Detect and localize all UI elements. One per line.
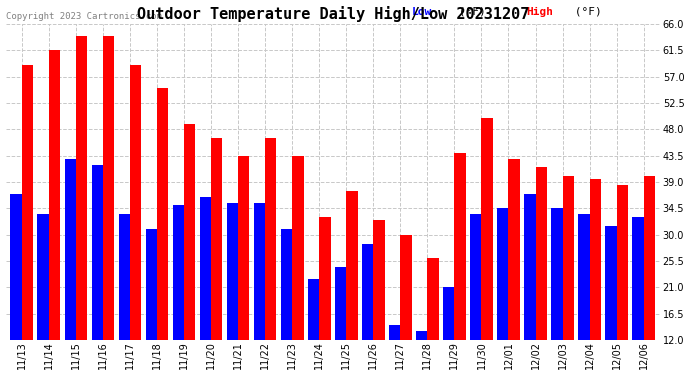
Bar [562,176,574,340]
Text: (°F): (°F) [452,7,486,17]
Bar [443,287,455,340]
Bar [10,194,22,340]
Bar [346,191,357,340]
Bar [227,202,238,340]
Bar [308,279,319,340]
Bar [184,124,195,340]
Bar [644,176,655,340]
Bar [632,217,644,340]
Bar [551,209,562,340]
Bar [578,214,590,340]
Bar [37,214,49,340]
Bar [64,159,76,340]
Title: Outdoor Temperature Daily High/Low 20231207: Outdoor Temperature Daily High/Low 20231… [137,6,529,21]
Text: Copyright 2023 Cartronics.com: Copyright 2023 Cartronics.com [6,12,161,21]
Bar [470,214,482,340]
Bar [455,153,466,340]
Bar [389,326,400,340]
Bar [254,202,265,340]
Bar [130,65,141,340]
Bar [482,118,493,340]
Text: (°F): (°F) [569,7,602,17]
Bar [22,65,33,340]
Bar [335,267,346,340]
Bar [103,36,115,340]
Bar [238,156,250,340]
Bar [146,229,157,340]
Bar [211,138,222,340]
Text: Low: Low [411,7,431,17]
Bar [427,258,439,340]
Bar [76,36,87,340]
Bar [590,179,601,340]
Bar [49,51,60,340]
Text: High: High [526,7,553,17]
Bar [265,138,277,340]
Bar [199,197,211,340]
Bar [281,229,292,340]
Bar [400,235,412,340]
Bar [524,194,535,340]
Bar [605,226,617,340]
Bar [319,217,331,340]
Bar [92,165,103,340]
Bar [497,209,509,340]
Bar [362,243,373,340]
Bar [535,168,547,340]
Bar [416,331,427,340]
Bar [292,156,304,340]
Bar [119,214,130,340]
Bar [617,185,628,340]
Bar [373,220,384,340]
Bar [157,88,168,340]
Bar [509,159,520,340]
Bar [172,206,184,340]
